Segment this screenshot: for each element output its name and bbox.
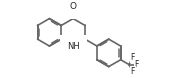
Text: F: F (130, 67, 135, 76)
Text: F: F (130, 54, 135, 62)
Text: O: O (70, 2, 77, 11)
Text: NH: NH (67, 41, 80, 51)
Text: F: F (134, 60, 139, 69)
